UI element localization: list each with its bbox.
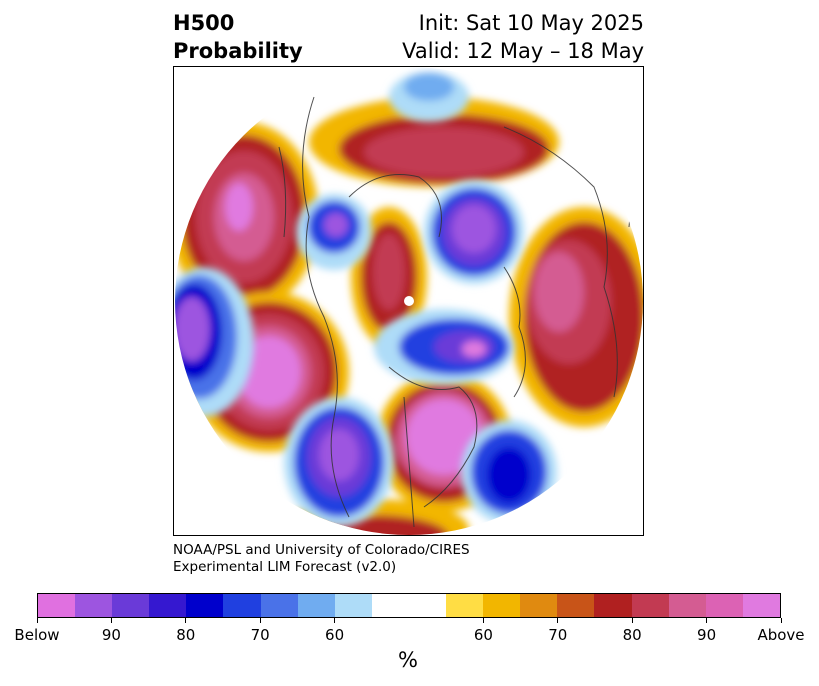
colorbar-swatch	[149, 594, 187, 617]
colorbar-swatch	[520, 594, 558, 617]
colorbar-swatch	[483, 594, 521, 617]
credit-line-2: Experimental LIM Forecast (v2.0)	[173, 559, 397, 575]
colorbar-swatch	[371, 594, 409, 617]
colorbar-swatch	[631, 594, 669, 617]
colorbar-swatch	[742, 594, 780, 617]
colorbar-units: %	[398, 648, 418, 672]
anomaly-field	[175, 67, 643, 535]
colorbar-swatch	[260, 594, 298, 617]
north-pole-marker	[404, 296, 414, 306]
colorbar-tick-label: 70	[250, 626, 270, 644]
colorbar-swatch	[223, 594, 261, 617]
colorbar-tick-label: 70	[548, 626, 568, 644]
init-date: Init: Sat 10 May 2025	[418, 11, 644, 35]
colorbar-tick	[631, 618, 633, 623]
title-left: H500 Probability	[173, 9, 303, 65]
colorbar-swatch	[594, 594, 632, 617]
colorbar-swatch	[334, 594, 372, 617]
colorbar-swatch	[557, 594, 595, 617]
colorbar-tick	[557, 618, 559, 623]
colorbar-swatch	[112, 594, 150, 617]
colorbar-tick-label: Below	[14, 626, 60, 644]
title-product: Probability	[173, 39, 303, 63]
colorbar-tick-label: 90	[101, 626, 121, 644]
colorbar-tick	[334, 618, 336, 623]
valid-range: Valid: 12 May – 18 May	[402, 39, 644, 63]
colorbar-tick-label: 60	[473, 626, 493, 644]
credit-line-1: NOAA/PSL and University of Colorado/CIRE…	[173, 542, 470, 558]
colorbar-tick	[259, 618, 261, 623]
colorbar	[37, 593, 781, 618]
colorbar-swatch	[668, 594, 706, 617]
title-right: Init: Sat 10 May 2025 Valid: 12 May – 18…	[402, 9, 644, 65]
colorbar-tick-label: 90	[697, 626, 717, 644]
colorbar-swatch	[408, 594, 447, 617]
colorbar-tick	[482, 618, 484, 623]
colorbar-swatch	[446, 594, 484, 617]
map-panel	[173, 66, 644, 536]
colorbar-swatch	[75, 594, 113, 617]
probability-map	[175, 67, 643, 535]
colorbar-tick	[185, 618, 187, 623]
colorbar-swatch	[297, 594, 335, 617]
colorbar-tick-label: 80	[622, 626, 642, 644]
colorbar-tick-label: 80	[176, 626, 196, 644]
colorbar-tick	[780, 618, 782, 623]
colorbar-tick	[36, 618, 38, 623]
colorbar-tick	[706, 618, 708, 623]
colorbar-swatch	[38, 594, 76, 617]
title-variable: H500	[173, 11, 235, 35]
colorbar-tick	[110, 618, 112, 623]
colorbar-tick-label: 60	[325, 626, 345, 644]
colorbar-tick-label: Above	[757, 626, 805, 644]
credit-text: NOAA/PSL and University of Colorado/CIRE…	[173, 542, 470, 576]
colorbar-swatch	[186, 594, 224, 617]
colorbar-swatch	[705, 594, 743, 617]
